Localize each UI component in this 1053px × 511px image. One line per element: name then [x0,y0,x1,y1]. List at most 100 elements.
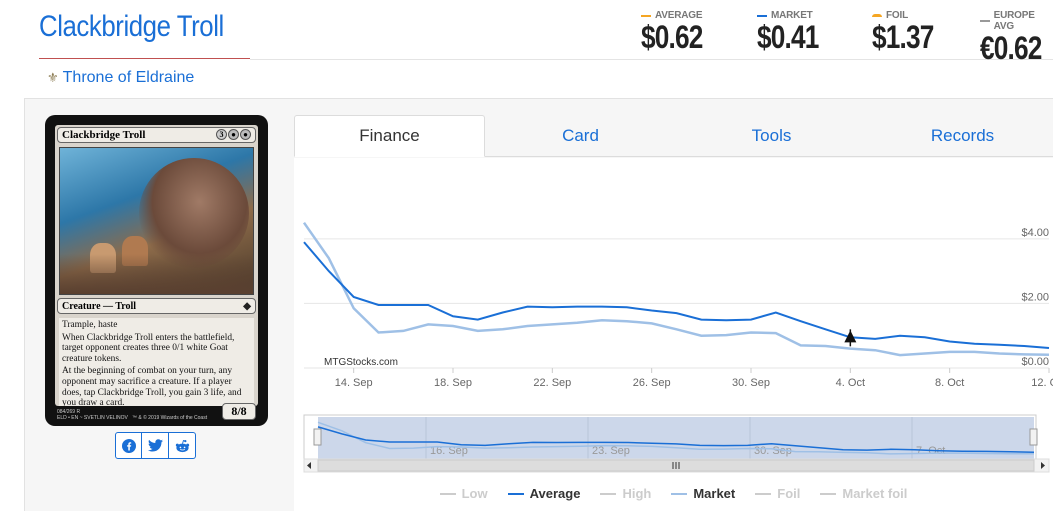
price-label: EUROPE AVG [993,10,1035,32]
legend-label: Low [461,486,488,501]
price-europe-avg: EUROPE AVG €0.62 [980,10,1053,67]
tab-card[interactable]: Card [562,126,599,145]
card-rules-text: Trample, haste When Clackbridge Troll en… [59,318,254,406]
average-dash-icon [641,14,651,17]
chart-series [302,221,1050,357]
set-link[interactable]: ⚜ Throne of Eldraine [47,69,194,87]
legend-swatch [600,492,617,495]
price-chart-svg: $0.00 $2.00 $4.00 14. Sep 18. Sep 22. Sep 26.… [302,221,1053,473]
card-image[interactable]: Clackbridge Troll 3 ● ● Creature — Troll… [45,115,268,426]
scrollbar-grip-icon [672,462,680,469]
legend-item-average[interactable]: Average [507,486,581,501]
power-toughness: 8/8 [222,403,256,420]
x-axis: 14. Sep 18. Sep 22. Sep 26. Sep 30. Sep 4. Oc… [335,368,1053,389]
navigator-left-handle[interactable] [313,428,322,446]
market-dash-icon [757,14,767,17]
price-average: AVERAGE $0.62 [641,10,716,56]
legend-swatch [820,492,837,495]
legend-label: High [622,486,652,501]
legend-label: Average [529,486,581,501]
legend-item-foil[interactable]: Foil [755,486,800,501]
price-value: $0.41 [757,19,819,55]
card-name-bar: Clackbridge Troll 3 ● ● [57,127,256,143]
y-tick-label: $2.00 [1021,291,1049,303]
x-tick-label: 12. Oct [1031,377,1053,389]
x-tick-label: 8. Oct [935,377,964,389]
y-axis: $0.00 $2.00 $4.00 [1021,227,1049,368]
legend-item-high[interactable]: High [600,486,651,501]
navigator-label: 16. Sep [430,445,468,457]
navigator-line-average [317,426,1035,453]
card-type-line: Creature — Troll [62,301,137,312]
foil-arc-icon [872,14,882,17]
legend-swatch [507,492,524,495]
tab-finance[interactable]: Finance [294,115,485,157]
y-tick-label: $0.00 [1021,356,1049,368]
navigator-selection[interactable] [318,417,1034,459]
series-line-market [302,221,1050,357]
price-market: MARKET $0.41 [757,10,832,56]
tab-bar: Finance Card Tools Records [294,115,1053,157]
navigator-scrollbar[interactable] [303,458,1050,473]
legend-label: Foil [777,486,801,501]
legend-swatch [439,492,456,495]
x-tick-label: 30. Sep [732,377,770,389]
black-mana-icon: ● [240,129,251,140]
share-buttons [115,432,196,459]
card-footer: 084/269 R ELD • EN ~ SVETLIN VELINOV ™ &… [57,409,207,421]
europe-dash-icon [980,20,990,22]
price-label: MARKET [771,10,813,21]
troll-art [139,158,249,268]
legend-label: Market [693,486,736,501]
navigator-series [317,421,1035,455]
tab-tools[interactable]: Tools [751,126,792,145]
hover-marker [844,329,857,347]
legend-item-market[interactable]: Market [671,486,735,501]
navigator-line-market [317,421,1034,455]
eldraine-set-icon: ⚜ [47,70,59,85]
mana-cost: 3 ● ● [216,129,251,141]
y-tick-label: $4.00 [1021,227,1049,239]
card-footer-copyright: ™ & © 2019 Wizards of the Coast [131,415,208,421]
twitter-icon [147,439,163,452]
price-value: $1.37 [872,19,934,55]
twitter-share-button[interactable] [142,432,169,459]
reddit-icon [175,439,189,452]
legend-swatch [755,492,772,495]
scroll-left-arrow-icon[interactable] [307,462,311,469]
price-foil: FOIL $1.37 [872,10,947,56]
header-divider [250,59,1053,60]
legend-swatch [671,492,688,495]
range-navigator[interactable]: 16. Sep 23. Sep 30. Sep 7. Oct [303,414,1038,462]
price-value: €0.62 [980,30,1042,66]
page-title: Clackbridge Troll [39,10,224,43]
reddit-share-button[interactable] [169,432,196,459]
tab-records[interactable]: Records [930,126,995,145]
card-footer-artist: ELD • EN ~ SVETLIN VELINOV [57,415,128,421]
generic-mana-icon: 3 [216,129,227,140]
card-art [59,147,254,295]
x-tick-label: 4. Oct [836,377,865,389]
black-mana-icon: ● [228,129,239,140]
facebook-share-button[interactable] [115,432,142,459]
card-frame: Clackbridge Troll 3 ● ● Creature — Troll… [55,125,258,420]
legend-item-low[interactable]: Low [439,486,488,501]
card-footer-line: 084/269 R [57,409,81,415]
scroll-right-arrow-icon[interactable] [1041,462,1045,469]
price-label: FOIL [886,10,908,21]
set-symbol-icon: ◆ [243,301,251,312]
navigator-right-handle[interactable] [1029,428,1038,446]
series-line-average [303,241,1050,349]
rules-line: When Clackbridge Troll enters the battle… [62,332,235,364]
card-print-name: Clackbridge Troll [62,129,146,141]
rules-line: Trample, haste [62,320,118,330]
set-name: Throne of Eldraine [62,69,195,86]
card-type-bar: Creature — Troll ◆ [57,298,256,314]
price-value: $0.62 [641,19,703,55]
title-underline [39,58,250,59]
chart-grid [304,238,1049,369]
card-art-ground [60,254,253,294]
x-tick-label: 26. Sep [633,377,671,389]
legend-item-market-foil[interactable]: Market foil [820,486,907,501]
price-label: AVERAGE [655,10,703,21]
